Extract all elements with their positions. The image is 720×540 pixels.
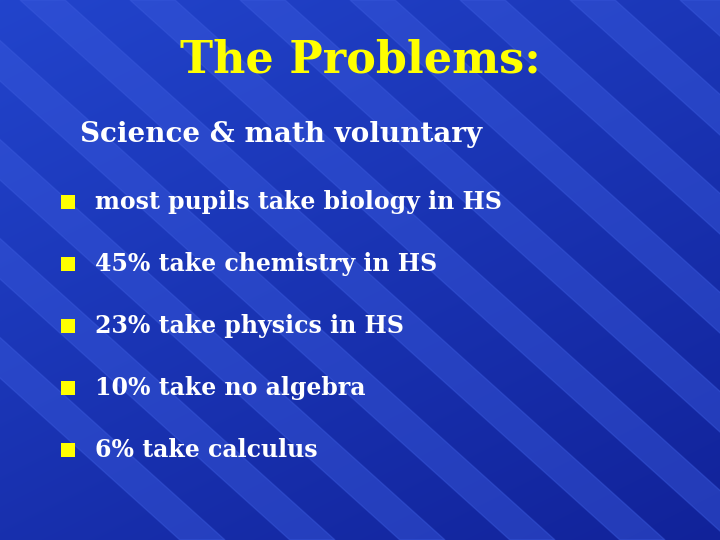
- Polygon shape: [240, 0, 720, 540]
- Text: most pupils take biology in HS: most pupils take biology in HS: [95, 190, 502, 214]
- Polygon shape: [680, 0, 720, 540]
- Bar: [61, 381, 75, 395]
- Polygon shape: [350, 0, 720, 540]
- Bar: [61, 319, 75, 333]
- Text: 45% take chemistry in HS: 45% take chemistry in HS: [95, 252, 437, 276]
- Polygon shape: [130, 0, 720, 540]
- Polygon shape: [20, 0, 665, 540]
- Polygon shape: [0, 0, 335, 540]
- Polygon shape: [460, 0, 720, 540]
- Polygon shape: [0, 0, 445, 540]
- Text: Science & math voluntary: Science & math voluntary: [80, 122, 482, 148]
- Bar: [61, 195, 75, 209]
- Text: 23% take physics in HS: 23% take physics in HS: [95, 314, 404, 338]
- Text: 6% take calculus: 6% take calculus: [95, 438, 318, 462]
- Bar: [61, 257, 75, 271]
- Polygon shape: [0, 0, 555, 540]
- Polygon shape: [0, 0, 225, 540]
- Text: The Problems:: The Problems:: [179, 38, 541, 82]
- Text: 10% take no algebra: 10% take no algebra: [95, 376, 366, 400]
- Polygon shape: [570, 0, 720, 540]
- Bar: [61, 443, 75, 457]
